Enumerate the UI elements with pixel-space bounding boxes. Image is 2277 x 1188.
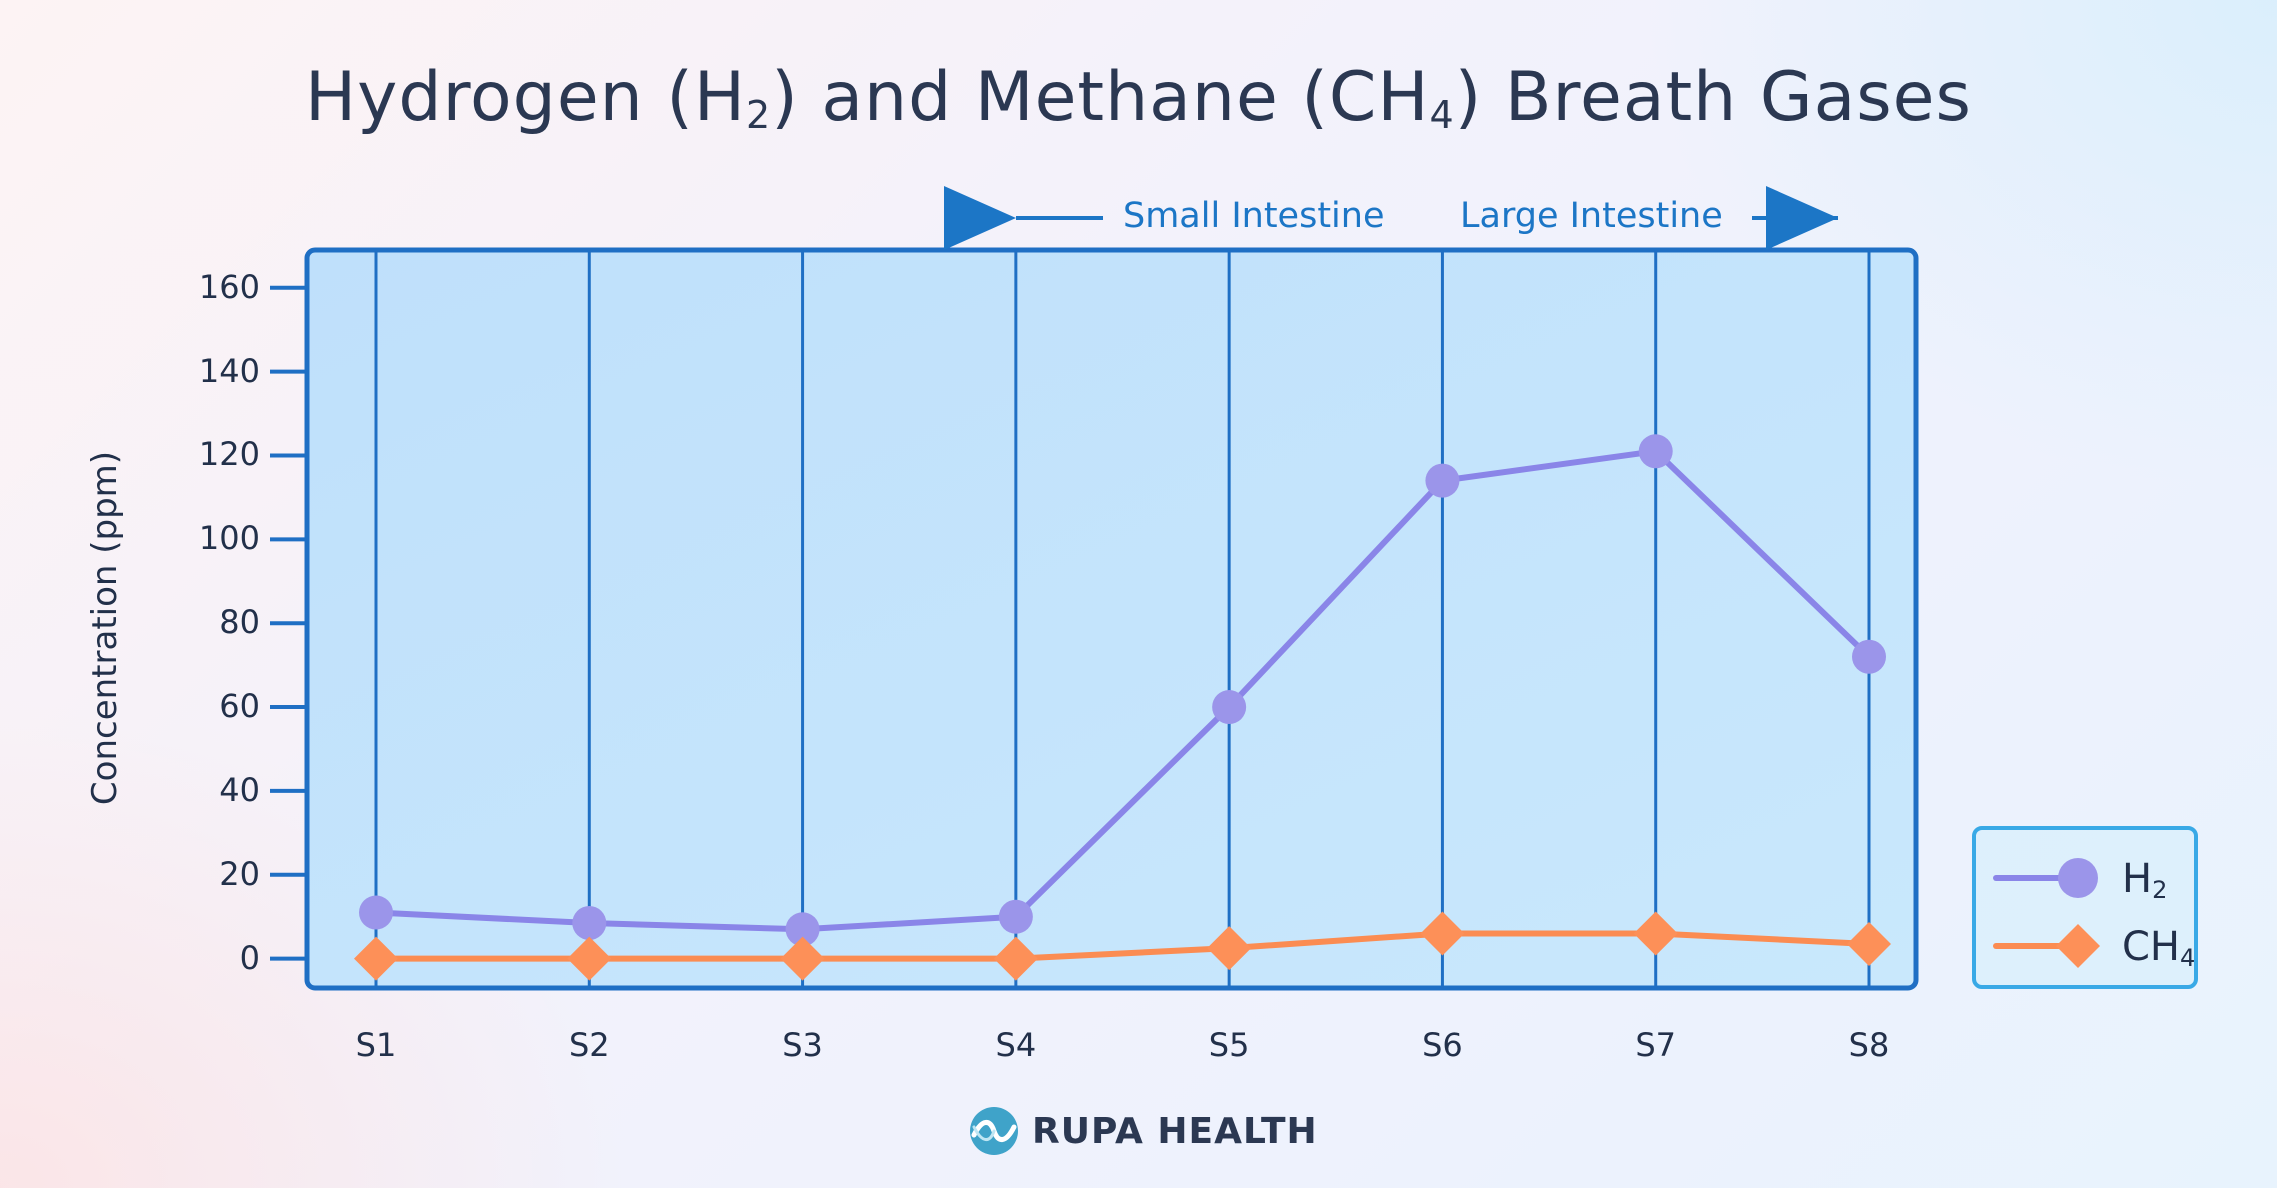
point-ch4-s6 bbox=[1420, 911, 1465, 956]
point-h2-s5 bbox=[1212, 690, 1247, 725]
legend: H2 CH4 bbox=[1972, 826, 2198, 989]
y-tick-label-20: 20 bbox=[219, 854, 260, 893]
point-ch4-s5 bbox=[1207, 926, 1252, 971]
legend-ch4-swatch bbox=[1993, 924, 2100, 968]
x-tick-label-s8: S8 bbox=[1848, 1026, 1890, 1064]
brand-name: RUPA HEALTH bbox=[1032, 1110, 1318, 1152]
x-tick-label-s5: S5 bbox=[1208, 1026, 1250, 1064]
legend-h2-label: H2 bbox=[2122, 856, 2168, 904]
point-h2-s2 bbox=[572, 906, 607, 941]
y-tick-label-40: 40 bbox=[219, 770, 260, 809]
x-tick-label-s1: S1 bbox=[355, 1026, 397, 1064]
series-line-h2 bbox=[375, 448, 1872, 933]
rupa-logo-icon bbox=[970, 1107, 1018, 1155]
x-tick-label-s2: S2 bbox=[568, 1026, 610, 1064]
x-tick-label-s6: S6 bbox=[1422, 1026, 1463, 1064]
y-tick-label-160: 160 bbox=[198, 267, 260, 306]
y-axis-label: Concentration (ppm) bbox=[85, 450, 125, 806]
y-tick-label-80: 80 bbox=[219, 603, 260, 642]
y-tick-label-0: 0 bbox=[239, 938, 260, 977]
y-tick-label-140: 140 bbox=[198, 351, 260, 390]
series-line-ch4 bbox=[376, 930, 1870, 962]
point-h2-s7 bbox=[1638, 434, 1673, 469]
point-ch4-s8 bbox=[1847, 921, 1891, 966]
legend-ch4-label: CH4 bbox=[2122, 924, 2196, 972]
small-intestine-label: Small Intestine bbox=[1123, 196, 1385, 236]
point-ch4-s7 bbox=[1633, 911, 1678, 956]
x-tick-label-s3: S3 bbox=[782, 1026, 823, 1064]
point-ch4-s2 bbox=[567, 936, 612, 981]
point-h2-s4 bbox=[998, 899, 1033, 934]
y-tick-label-100: 100 bbox=[198, 519, 260, 558]
point-ch4-s1 bbox=[354, 936, 398, 981]
y-tick-label-60: 60 bbox=[219, 687, 260, 726]
point-h2-s6 bbox=[1425, 463, 1460, 498]
x-tick-label-s4: S4 bbox=[995, 1026, 1037, 1064]
plot-area bbox=[304, 247, 1919, 991]
large-intestine-label: Large Intestine bbox=[1460, 196, 1723, 236]
chart-title: Hydrogen (H2) and Methane (CH4) Breath G… bbox=[305, 58, 1972, 137]
brand-logo: RUPA HEALTH bbox=[968, 1104, 1318, 1158]
point-h2-s1 bbox=[359, 895, 393, 930]
x-tick-label-s7: S7 bbox=[1635, 1026, 1677, 1064]
y-tick-label-120: 120 bbox=[198, 435, 260, 474]
point-ch4-s3 bbox=[780, 936, 825, 981]
point-ch4-s4 bbox=[993, 936, 1038, 981]
legend-h2-swatch bbox=[1993, 858, 2098, 898]
point-h2-s8 bbox=[1852, 639, 1886, 674]
point-h2-s3 bbox=[785, 912, 820, 947]
